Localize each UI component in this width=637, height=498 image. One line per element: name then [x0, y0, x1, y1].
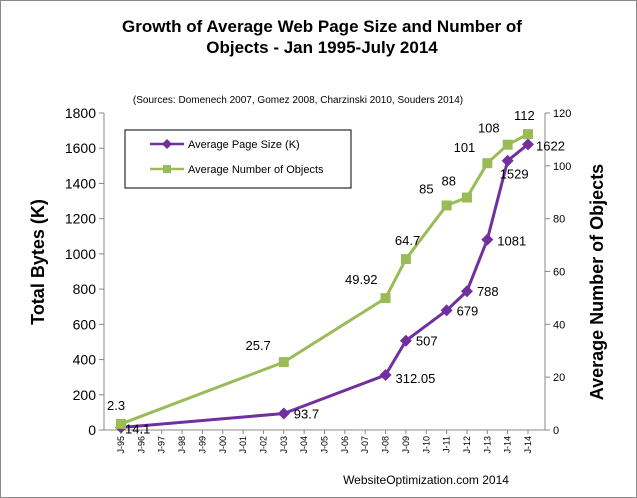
x-tick-label: J-11 — [442, 436, 452, 453]
chart-footer: WebsiteOptimization.com 2014 — [343, 473, 509, 487]
data-point-objects — [116, 418, 126, 429]
legend-label-objects: Average Number of Objects — [188, 164, 324, 176]
x-tick-label: J-14 — [523, 436, 533, 454]
data-label-page-size: 1081 — [497, 234, 526, 249]
chart-subtitle: (Sources: Domenech 2007, Gomez 2008, Cha… — [133, 95, 463, 106]
data-point-page-size — [522, 138, 534, 151]
data-label-page-size: 1622 — [536, 138, 565, 153]
right-tick-label: 80 — [553, 214, 565, 226]
data-point-objects — [380, 293, 391, 304]
left-tick-label: 400 — [73, 352, 97, 368]
data-point-page-size — [501, 154, 514, 167]
data-point-objects — [441, 200, 452, 211]
data-point-objects — [461, 192, 472, 203]
legend-marker-page-size — [162, 139, 172, 149]
x-tick-label: J-97 — [157, 436, 167, 454]
x-tick-label: J-14 — [503, 436, 513, 454]
data-label-objects: 64.7 — [395, 233, 420, 248]
x-tick-label: J-95 — [116, 436, 126, 454]
data-label-objects: 101 — [454, 140, 476, 155]
x-tick-label: J-98 — [177, 436, 187, 454]
left-axis-label: Total Bytes (K) — [28, 199, 48, 325]
right-tick-label: 0 — [553, 425, 559, 437]
data-label-objects: 112 — [514, 108, 535, 123]
x-tick-label: J-01 — [238, 436, 248, 454]
chart-title-line2: Objects - Jan 1995-July 2014 — [206, 38, 438, 57]
legend: Average Page Size (K) Average Number of … — [124, 129, 352, 189]
left-tick-label: 600 — [73, 316, 97, 332]
data-point-page-size — [460, 285, 473, 298]
x-tick-label: J-04 — [299, 436, 309, 454]
data-label-page-size: 507 — [416, 334, 438, 349]
x-tick-label: J-09 — [401, 436, 411, 454]
data-point-objects — [502, 139, 513, 150]
right-tick-label: 40 — [553, 319, 565, 331]
x-tick-label: J-07 — [360, 436, 370, 454]
data-label-page-size: 93.7 — [294, 406, 319, 421]
right-tick-label: 120 — [553, 108, 571, 120]
data-label-objects: 25.7 — [245, 338, 270, 353]
data-point-objects — [400, 254, 411, 265]
data-label-objects: 2.3 — [107, 398, 125, 413]
x-tick-label: J-03 — [279, 436, 289, 454]
left-tick-label: 1600 — [65, 140, 96, 156]
x-tick-label: J-08 — [381, 436, 391, 454]
data-point-page-size — [481, 233, 494, 246]
left-tick-label: 0 — [88, 422, 96, 438]
legend-marker-objects — [163, 165, 171, 173]
x-tick-label: J-12 — [462, 436, 472, 454]
data-point-objects — [278, 357, 289, 368]
data-label-page-size: 679 — [457, 303, 479, 318]
x-tick-label: J-06 — [340, 436, 350, 454]
left-tick-label: 1400 — [65, 175, 96, 191]
data-label-objects: 49.92 — [345, 272, 378, 287]
x-tick-label: J-13 — [482, 436, 492, 454]
right-tick-label: 60 — [553, 267, 565, 279]
data-label-objects: 88 — [441, 174, 455, 189]
data-label-page-size: 788 — [477, 284, 499, 299]
x-tick-label: J-10 — [421, 436, 431, 454]
x-tick-label: J-00 — [218, 436, 228, 454]
data-point-page-size — [379, 369, 392, 382]
x-tick-label: J-96 — [136, 436, 146, 454]
data-label-objects: 85 — [419, 181, 433, 196]
left-tick-label: 200 — [73, 387, 97, 403]
data-label-page-size: 312.05 — [396, 371, 436, 386]
x-axis-ticks: J-95 J-96 J-97 J-98 J-99 J-00 J-01 J-02 J-03 J-04… — [116, 430, 533, 454]
right-tick-label: 100 — [553, 161, 571, 173]
left-tick-label: 800 — [73, 281, 97, 297]
right-axis-ticks: 0 20 40 60 80 100 120 — [545, 108, 571, 437]
data-point-page-size — [277, 407, 290, 420]
data-label-objects: 108 — [478, 121, 500, 136]
left-axis-ticks: 0 200 400 600 800 1000 1200 1400 1600 1800 — [65, 105, 104, 438]
data-label-page-size: 1529 — [500, 167, 529, 182]
left-tick-label: 1200 — [65, 211, 96, 227]
data-label-page-size: 14.1 — [125, 422, 150, 437]
chart-title-line1: Growth of Average Web Page Size and Numb… — [122, 17, 522, 36]
legend-label-page-size: Average Page Size (K) — [188, 139, 300, 151]
x-tick-label: J-99 — [197, 436, 207, 454]
left-tick-label: 1000 — [65, 246, 96, 262]
data-point-objects — [482, 158, 493, 169]
x-tick-label: J-05 — [320, 436, 330, 454]
left-tick-label: 1800 — [65, 105, 96, 121]
legend-box — [124, 129, 352, 189]
x-tick-label: J-02 — [258, 436, 268, 454]
series-layer: 14.1 93.7 312.05 507 679 788 1081 1529 1622 2.3 25… — [107, 108, 565, 436]
right-axis-label: Average Number of Objects — [587, 164, 607, 400]
data-point-objects — [523, 129, 533, 140]
right-tick-label: 20 — [553, 372, 565, 384]
data-point-page-size — [440, 304, 453, 317]
data-point-page-size — [399, 334, 412, 347]
